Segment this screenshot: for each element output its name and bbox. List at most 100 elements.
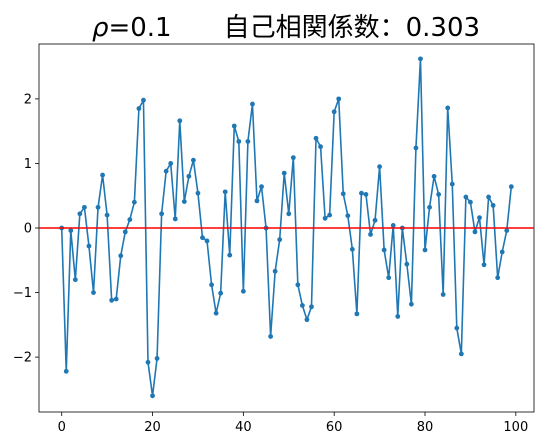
data-point bbox=[268, 334, 274, 339]
data-point bbox=[390, 223, 396, 228]
data-point bbox=[181, 199, 187, 204]
data-point bbox=[313, 135, 319, 141]
data-point bbox=[363, 192, 369, 197]
data-point bbox=[331, 109, 337, 115]
data-point bbox=[122, 229, 128, 235]
data-point bbox=[154, 356, 160, 361]
y-tick-label: 2 bbox=[24, 92, 32, 107]
data-point bbox=[372, 217, 378, 223]
data-point bbox=[186, 173, 192, 179]
data-point bbox=[377, 164, 382, 170]
data-point bbox=[118, 253, 124, 259]
data-point bbox=[290, 155, 296, 161]
data-point bbox=[245, 139, 251, 144]
data-point bbox=[131, 199, 137, 205]
x-tick-label: 40 bbox=[235, 420, 252, 435]
data-point bbox=[345, 213, 351, 219]
x-tick-label: 100 bbox=[503, 420, 528, 435]
data-point bbox=[222, 189, 228, 195]
data-point bbox=[286, 211, 292, 217]
data-point bbox=[477, 215, 482, 221]
x-tick-label: 60 bbox=[326, 420, 343, 435]
data-point bbox=[68, 228, 74, 233]
data-point bbox=[177, 118, 183, 124]
chart-title: ρ=0.1 自己相関係数：0.303 bbox=[92, 13, 480, 43]
data-point bbox=[340, 191, 346, 197]
data-point bbox=[77, 211, 83, 217]
data-point bbox=[113, 296, 119, 302]
chart-title-rest: =0.1 自己相関係数：0.303 bbox=[108, 13, 480, 43]
data-point bbox=[191, 157, 196, 163]
data-point bbox=[327, 212, 333, 218]
data-point bbox=[163, 168, 169, 174]
data-point bbox=[127, 217, 133, 223]
data-point bbox=[295, 282, 301, 288]
data-point bbox=[213, 310, 219, 316]
data-point bbox=[431, 173, 437, 179]
data-point bbox=[299, 303, 305, 308]
data-point bbox=[82, 204, 87, 210]
data-point bbox=[449, 181, 455, 187]
data-point bbox=[413, 145, 419, 151]
data-point bbox=[404, 261, 410, 267]
y-tick-label: −2 bbox=[13, 351, 32, 366]
data-point bbox=[240, 288, 246, 294]
data-point bbox=[386, 275, 392, 281]
data-point bbox=[63, 368, 69, 374]
data-point bbox=[136, 106, 142, 111]
data-point bbox=[499, 249, 505, 255]
data-point bbox=[250, 101, 255, 107]
data-point bbox=[145, 359, 151, 365]
data-point bbox=[481, 262, 487, 268]
data-point bbox=[109, 297, 115, 303]
data-point bbox=[218, 290, 224, 296]
data-point bbox=[381, 247, 387, 253]
data-point bbox=[209, 282, 214, 288]
data-point bbox=[231, 123, 237, 129]
data-point bbox=[91, 290, 96, 295]
data-point bbox=[195, 190, 201, 196]
data-point bbox=[204, 238, 210, 244]
series-line bbox=[60, 58, 513, 397]
data-point bbox=[281, 170, 287, 176]
data-point bbox=[200, 235, 205, 241]
data-point bbox=[259, 184, 264, 190]
chart-title-symbol: ρ bbox=[92, 13, 109, 43]
data-point bbox=[354, 311, 360, 317]
data-point bbox=[472, 229, 478, 235]
data-point bbox=[495, 275, 501, 281]
data-point bbox=[445, 105, 451, 111]
data-point bbox=[336, 96, 342, 102]
data-point bbox=[168, 161, 174, 166]
data-point bbox=[86, 243, 92, 249]
data-point bbox=[395, 314, 401, 319]
data-point bbox=[150, 393, 155, 399]
data-point bbox=[454, 325, 460, 331]
data-point bbox=[468, 199, 473, 205]
data-point bbox=[486, 194, 491, 200]
data-point bbox=[322, 215, 328, 221]
data-point bbox=[95, 204, 101, 210]
data-point bbox=[422, 247, 428, 253]
data-point bbox=[172, 216, 178, 222]
data-point bbox=[490, 203, 496, 208]
data-point bbox=[504, 228, 510, 233]
data-point bbox=[277, 237, 283, 243]
data-point bbox=[349, 246, 355, 252]
data-point bbox=[368, 232, 373, 237]
data-point bbox=[141, 97, 146, 103]
data-point bbox=[254, 198, 260, 204]
data-point bbox=[418, 56, 423, 62]
x-tick-label: 80 bbox=[417, 420, 434, 435]
data-point bbox=[359, 190, 364, 196]
x-tick-label: 0 bbox=[58, 420, 66, 435]
data-point bbox=[159, 211, 165, 217]
data-point bbox=[272, 268, 278, 274]
data-point bbox=[440, 292, 446, 297]
y-tick-label: 1 bbox=[24, 157, 32, 172]
plot-area: 0 20 40 60 80 100 −2 −1 0 1 2 bbox=[13, 43, 535, 435]
data-point bbox=[458, 351, 464, 357]
data-point bbox=[408, 301, 414, 307]
x-tick-label: 20 bbox=[144, 420, 161, 435]
